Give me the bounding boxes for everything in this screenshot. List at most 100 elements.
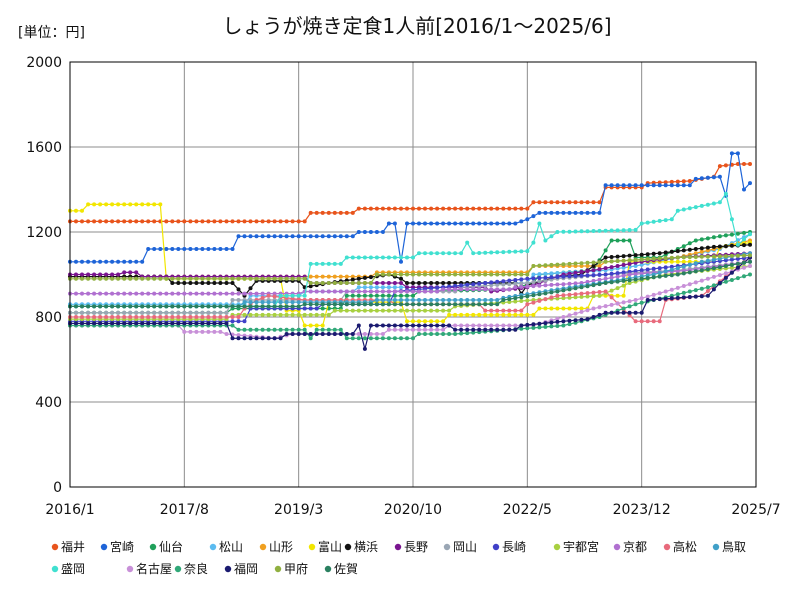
- data-point: [465, 287, 470, 292]
- data-point: [188, 281, 193, 285]
- data-point: [326, 332, 331, 336]
- data-point: [212, 219, 217, 224]
- data-point: [140, 202, 145, 207]
- x-tick-label: 2017/8: [160, 502, 209, 518]
- data-point: [188, 219, 193, 224]
- data-point: [627, 272, 632, 277]
- data-point: [254, 336, 259, 341]
- data-point: [735, 265, 740, 270]
- data-point: [429, 251, 434, 256]
- data-point: [194, 315, 199, 319]
- data-point: [86, 202, 91, 207]
- data-point: [122, 291, 127, 296]
- data-point: [693, 238, 698, 243]
- data-point: [74, 304, 78, 309]
- data-point: [356, 206, 361, 211]
- data-point: [435, 289, 440, 294]
- data-point: [380, 281, 385, 285]
- data-point: [681, 255, 686, 260]
- data-point: [338, 308, 343, 313]
- data-point: [519, 295, 524, 300]
- data-point: [681, 259, 686, 264]
- data-point: [555, 316, 560, 321]
- data-point: [579, 210, 584, 215]
- data-point: [423, 323, 427, 328]
- data-point: [699, 278, 704, 283]
- data-point: [386, 327, 391, 332]
- legend-marker: [259, 543, 267, 551]
- data-point: [675, 292, 680, 297]
- data-point: [230, 336, 235, 341]
- data-point: [260, 312, 265, 317]
- legend-label: 高松: [673, 539, 697, 554]
- data-point: [92, 202, 97, 207]
- data-point: [507, 300, 512, 304]
- data-point: [633, 260, 638, 265]
- data-point: [417, 206, 421, 211]
- data-point: [459, 283, 464, 288]
- data-point: [687, 183, 692, 188]
- data-point: [392, 298, 397, 302]
- data-point: [459, 206, 464, 211]
- data-point: [699, 259, 704, 264]
- data-point: [519, 284, 524, 289]
- legend-label: 奈良: [184, 561, 208, 576]
- data-point: [657, 297, 662, 302]
- data-point: [573, 318, 578, 323]
- data-point: [326, 274, 331, 279]
- data-point: [603, 281, 608, 285]
- legend-item: 山形: [259, 540, 293, 554]
- data-point: [332, 327, 337, 332]
- data-point: [573, 210, 578, 215]
- data-point: [260, 234, 265, 239]
- data-point: [224, 332, 229, 336]
- data-point: [615, 254, 620, 259]
- data-point: [128, 315, 133, 319]
- data-point: [399, 336, 403, 341]
- data-point: [344, 234, 349, 239]
- data-point: [194, 247, 199, 251]
- data-point: [98, 315, 103, 319]
- data-point: [693, 176, 698, 181]
- data-point: [344, 332, 349, 336]
- data-point: [531, 200, 536, 205]
- data-point: [296, 304, 301, 309]
- data-point: [146, 291, 151, 296]
- data-point: [218, 310, 223, 315]
- data-point: [489, 272, 494, 277]
- data-point: [639, 310, 644, 315]
- data-point: [116, 202, 121, 207]
- data-point: [74, 310, 78, 315]
- data-point: [537, 292, 542, 297]
- data-point: [615, 301, 620, 306]
- data-point: [717, 265, 722, 270]
- data-point: [374, 302, 379, 307]
- data-point: [537, 272, 542, 277]
- data-point: [417, 327, 421, 332]
- data-point: [284, 219, 289, 224]
- data-point: [555, 324, 560, 328]
- data-point: [657, 218, 662, 223]
- data-point: [507, 297, 512, 302]
- data-point: [561, 323, 566, 328]
- data-point: [675, 179, 680, 184]
- data-point: [603, 276, 608, 281]
- data-point: [134, 291, 139, 296]
- data-point: [140, 310, 145, 315]
- data-point: [495, 298, 500, 302]
- data-point: [471, 272, 476, 277]
- data-point: [128, 304, 133, 309]
- series-layer: [68, 151, 752, 352]
- data-point: [308, 284, 313, 289]
- data-point: [296, 219, 301, 224]
- data-point: [483, 298, 488, 302]
- data-point: [748, 162, 752, 166]
- data-point: [176, 304, 181, 309]
- data-point: [621, 310, 626, 315]
- data-point: [374, 298, 379, 302]
- data-point: [687, 247, 692, 252]
- data-point: [332, 289, 337, 294]
- data-point: [429, 323, 434, 328]
- legend-marker: [274, 565, 282, 573]
- data-point: [218, 321, 223, 326]
